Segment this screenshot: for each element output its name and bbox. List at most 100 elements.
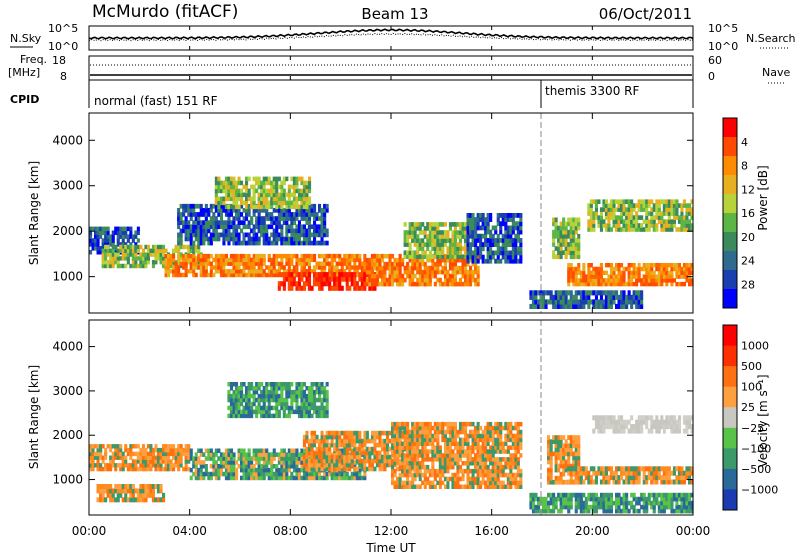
range-cell [335, 450, 339, 456]
range-cell [235, 192, 239, 198]
range-cell [141, 463, 145, 468]
range-cell [466, 437, 470, 443]
range-cell [232, 232, 236, 238]
range-cell [549, 299, 553, 305]
range-cell [114, 447, 118, 453]
range-cell [285, 224, 289, 230]
range-cell [310, 450, 314, 456]
range-cell [267, 224, 271, 230]
range-cell [272, 452, 276, 457]
range-cell [323, 220, 327, 225]
range-cell [461, 472, 465, 478]
range-cell [416, 437, 420, 443]
range-cell [229, 452, 233, 457]
range-cell [109, 466, 113, 472]
range-cell [416, 472, 420, 478]
range-cell [630, 227, 634, 232]
range-cell [252, 409, 256, 415]
range-cell [406, 441, 410, 446]
range-cell [418, 265, 422, 271]
range-cell [227, 184, 231, 190]
range-cell [260, 180, 264, 186]
range-cell [418, 246, 422, 251]
range-cell [245, 232, 249, 238]
range-cell [101, 263, 105, 269]
range-cell [479, 457, 483, 462]
range-cell [353, 265, 357, 270]
range-cell [280, 196, 284, 202]
range-cell [204, 471, 208, 477]
range-cell [564, 294, 568, 300]
range-cell [229, 176, 233, 182]
range-cell [310, 462, 314, 468]
range-cell [136, 230, 140, 235]
range-cell [126, 244, 130, 250]
range-cell [245, 208, 249, 213]
range-cell [665, 211, 669, 216]
range-cell [589, 207, 593, 212]
range-cell [129, 492, 133, 498]
range-cell [677, 215, 681, 220]
range-cell [106, 484, 110, 489]
range-cell [318, 397, 322, 403]
range-cell [282, 405, 286, 411]
range-cell [174, 272, 178, 278]
range-cell [443, 461, 447, 466]
range-cell [302, 401, 306, 407]
range-cell [212, 220, 216, 225]
range-cell [471, 269, 475, 275]
range-cell [350, 438, 354, 444]
range-cell [569, 278, 573, 283]
range-cell [471, 421, 475, 427]
range-cell [121, 246, 125, 251]
range-cell [154, 466, 158, 472]
range-cell [242, 240, 246, 246]
range-cell [328, 446, 332, 452]
range-cell [313, 458, 317, 464]
range-cell [604, 203, 608, 208]
range-cell [446, 461, 450, 466]
range-cell [645, 278, 649, 283]
range-cell [476, 472, 480, 478]
range-cell [156, 244, 160, 250]
range-cell [129, 226, 133, 232]
range-cell [587, 219, 591, 224]
range-cell [453, 453, 457, 458]
range-cell [355, 475, 359, 481]
range-cell [622, 281, 626, 287]
range-cell [353, 272, 357, 278]
range-cell [391, 281, 395, 287]
range-cell [187, 459, 191, 464]
range-cell [325, 450, 329, 456]
range-cell [650, 211, 654, 216]
range-cell [227, 232, 231, 238]
range-cell [456, 250, 460, 255]
range-cell [212, 272, 216, 278]
range-cell [277, 386, 281, 391]
range-cell [370, 446, 374, 452]
range-cell [630, 303, 634, 309]
range-cell [345, 446, 349, 452]
range-cell [325, 446, 329, 452]
range-cell [245, 475, 249, 481]
range-cell [355, 454, 359, 460]
range-cell [282, 176, 286, 182]
range-cell [587, 294, 591, 300]
range-cell [448, 250, 452, 255]
range-cell [300, 475, 304, 481]
range-cell [325, 272, 329, 278]
range-cell [315, 216, 319, 221]
range-cell [655, 215, 659, 220]
range-cell [257, 265, 261, 270]
range-cell [438, 425, 442, 431]
range-cell [458, 242, 462, 247]
range-cell [690, 207, 694, 212]
range-cell [111, 459, 115, 464]
range-cell [318, 203, 322, 209]
range-cell [295, 475, 299, 481]
range-cell [141, 447, 145, 453]
range-cell [159, 447, 163, 453]
range-cell [124, 492, 128, 498]
range-cell [104, 238, 108, 243]
range-cell [464, 242, 468, 247]
